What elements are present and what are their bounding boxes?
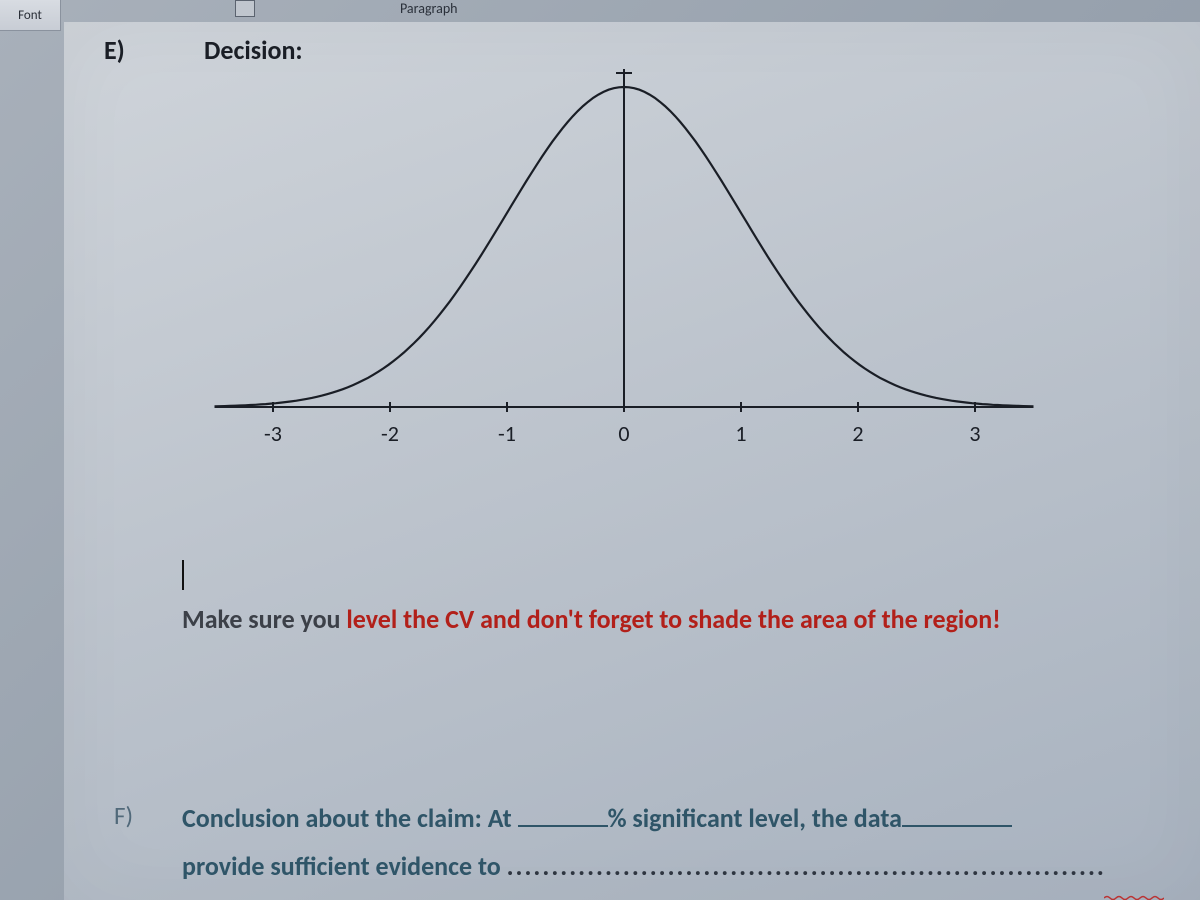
conclusion-after-blank1: % significant level, the data — [608, 802, 902, 834]
reminder-prefix: Make sure you — [182, 603, 346, 635]
conclusion-before-blank1: Conclusion about the claim: At — [182, 802, 518, 834]
screen: Font Paragraph E) Decision: -3 -2 -1 0 1 2 3 M… — [0, 0, 1200, 900]
svg-text:-3: -3 — [264, 420, 282, 447]
section-f-bullet: F) — [114, 800, 133, 831]
reminder-text: Make sure you level the CV and don't for… — [182, 597, 1142, 641]
dialog-launcher-icon[interactable] — [235, 0, 255, 17]
fill-blank-2[interactable] — [902, 802, 1012, 827]
dotted-trail: ........................................… — [507, 842, 1106, 890]
svg-text:2: 2 — [852, 420, 863, 447]
document-page[interactable]: E) Decision: -3 -2 -1 0 1 2 3 Make sure you le… — [64, 22, 1200, 900]
svg-text:-1: -1 — [498, 420, 516, 447]
spellcheck-underline-icon — [1104, 887, 1164, 893]
conclusion-line2-prefix: provide sufficient evidence to — [182, 850, 507, 882]
reminder-red: level the CV and don't forget to shade t… — [346, 603, 1000, 635]
conclusion-text: Conclusion about the claim: At % signifi… — [182, 794, 1182, 890]
svg-text:-2: -2 — [381, 420, 399, 447]
normal-distribution-plot: -3 -2 -1 0 1 2 3 — [214, 67, 1034, 467]
svg-text:1: 1 — [735, 420, 746, 447]
section-e-bullet: E) — [104, 34, 125, 66]
ribbon-font-group[interactable]: Font — [0, 0, 61, 31]
text-cursor — [182, 560, 184, 590]
fill-blank-1[interactable] — [518, 802, 608, 827]
ribbon-paragraph-label: Paragraph — [400, 0, 458, 17]
svg-text:3: 3 — [969, 420, 980, 447]
svg-text:0: 0 — [618, 420, 629, 447]
decision-heading: Decision: — [204, 34, 303, 66]
ribbon-font-label: Font — [18, 8, 42, 23]
